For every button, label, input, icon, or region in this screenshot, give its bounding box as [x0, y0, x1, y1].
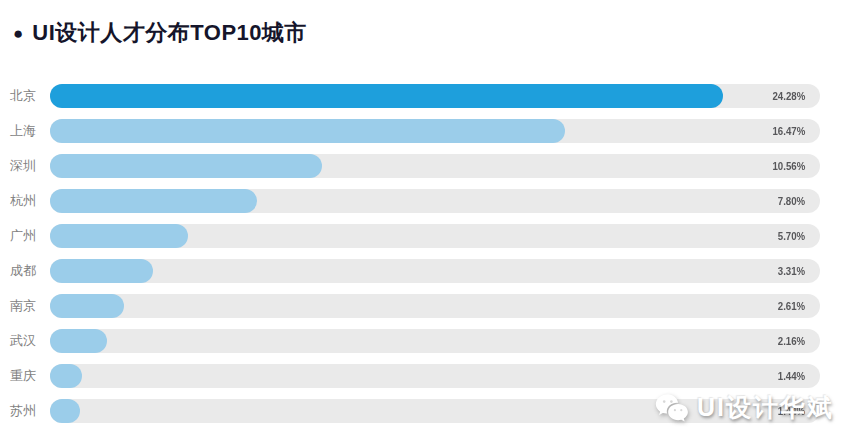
bar-row: 重庆 1.44%	[0, 358, 842, 393]
bar-track: 1.44%	[50, 399, 820, 423]
bar-row: 广州 5.70%	[0, 218, 842, 253]
bar-fill	[50, 189, 257, 213]
bar-row: 杭州 7.80%	[0, 183, 842, 218]
city-label: 广州	[10, 227, 50, 245]
bar-row: 苏州 1.44%	[0, 393, 842, 428]
page-title: UI设计人才分布TOP10城市	[32, 18, 307, 48]
city-label: 深圳	[10, 157, 50, 175]
bar-row: 南京 2.61%	[0, 288, 842, 323]
value-label: 1.44%	[778, 364, 805, 388]
city-label: 北京	[10, 87, 50, 105]
value-label: 10.56%	[772, 154, 805, 178]
bar-row: 北京 24.28%	[0, 78, 842, 113]
bar-row: 成都 3.31%	[0, 253, 842, 288]
city-label: 武汉	[10, 332, 50, 350]
chart-header: ● UI设计人才分布TOP10城市	[0, 0, 842, 49]
bar-fill	[50, 329, 107, 353]
bar-row: 上海 16.47%	[0, 113, 842, 148]
bar-track: 7.80%	[50, 189, 820, 213]
bar-fill	[50, 154, 322, 178]
bar-track: 10.56%	[50, 154, 820, 178]
bar-row: 深圳 10.56%	[0, 148, 842, 183]
bar-track: 16.47%	[50, 119, 820, 143]
infographic-canvas: ● UI设计人才分布TOP10城市 北京 24.28% 上海 16.47% 深圳 10.5…	[0, 0, 842, 436]
value-label: 7.80%	[778, 189, 805, 213]
bullet-icon: ●	[13, 25, 23, 42]
value-label: 1.44%	[778, 399, 805, 423]
bar-row: 武汉 2.16%	[0, 323, 842, 358]
bar-track: 2.16%	[50, 329, 820, 353]
bar-track: 1.44%	[50, 364, 820, 388]
bar-chart: 北京 24.28% 上海 16.47% 深圳 10.56% 杭州 7.80% 广州 5.70% 成都…	[0, 78, 842, 428]
bar-fill	[50, 119, 565, 143]
value-label: 2.16%	[778, 329, 805, 353]
bar-fill	[50, 84, 723, 108]
value-label: 5.70%	[778, 224, 805, 248]
value-label: 24.28%	[772, 84, 805, 108]
bar-track: 24.28%	[50, 84, 820, 108]
bar-track: 2.61%	[50, 294, 820, 318]
city-label: 苏州	[10, 402, 50, 420]
value-label: 16.47%	[772, 119, 805, 143]
value-label: 2.61%	[778, 294, 805, 318]
value-label: 3.31%	[778, 259, 805, 283]
city-label: 上海	[10, 122, 50, 140]
bar-track: 5.70%	[50, 224, 820, 248]
bar-fill	[50, 399, 80, 423]
bar-track: 3.31%	[50, 259, 820, 283]
bar-fill	[50, 364, 82, 388]
city-label: 南京	[10, 297, 50, 315]
city-label: 杭州	[10, 192, 50, 210]
city-label: 成都	[10, 262, 50, 280]
bar-rows: 北京 24.28% 上海 16.47% 深圳 10.56% 杭州 7.80% 广州 5.70% 成都…	[0, 78, 842, 428]
city-label: 重庆	[10, 367, 50, 385]
bar-fill	[50, 294, 124, 318]
bar-fill	[50, 259, 153, 283]
bar-fill	[50, 224, 188, 248]
